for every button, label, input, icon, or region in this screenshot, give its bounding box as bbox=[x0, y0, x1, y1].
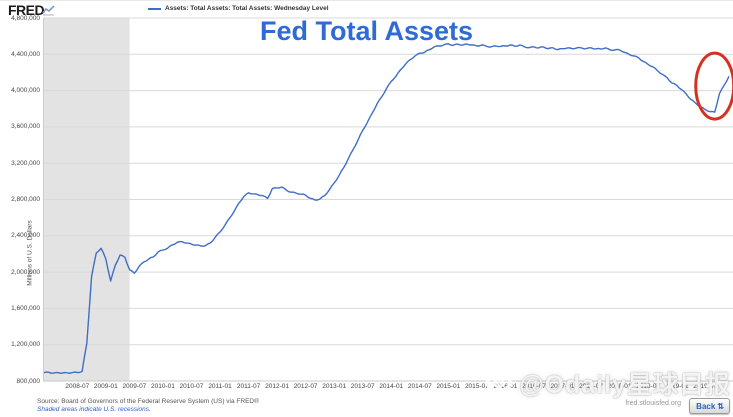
y-axis-tick-label: 3,200,000 bbox=[11, 159, 40, 167]
x-axis-tick-label: 2017-01 bbox=[550, 383, 575, 390]
y-axis-tick-label: 2,800,000 bbox=[11, 196, 40, 203]
x-axis-tick-label: 2016-07 bbox=[522, 383, 546, 390]
fred-logo: FRED bbox=[8, 2, 45, 18]
total-assets-line bbox=[43, 43, 730, 374]
x-axis-tick-label: 2008-07 bbox=[65, 383, 90, 390]
legend-series-label: Assets: Total Assets: Total Assets: Wedn… bbox=[165, 5, 329, 12]
y-axis-tick-label: 4,400,000 bbox=[11, 50, 40, 58]
x-axis-tick-label: 2009-07 bbox=[122, 383, 147, 390]
x-axis-tick-label: 2013-07 bbox=[350, 383, 375, 390]
back-button-label: Back bbox=[696, 401, 716, 411]
x-axis-tick-label: 2014-01 bbox=[379, 383, 404, 390]
recession-shading-note: Shaded areas indicate U.S. recessions. bbox=[37, 406, 151, 413]
legend: Assets: Total Assets: Total Assets: Wedn… bbox=[148, 5, 329, 12]
y-axis-tick-label: 2,000,000 bbox=[11, 268, 40, 276]
x-axis-tick-label: 2015-07 bbox=[464, 383, 489, 390]
x-axis-tick-label: 2017-07 bbox=[579, 383, 603, 390]
x-axis-tick-label: 2009-01 bbox=[93, 383, 118, 390]
y-axis-tick-label: 3,600,000 bbox=[11, 123, 40, 131]
annotation-circle bbox=[694, 51, 733, 121]
back-button[interactable]: Back ⇅ bbox=[689, 398, 730, 414]
x-axis-tick-label: 2018-07 bbox=[636, 383, 661, 390]
x-axis-tick-label: 2016-01 bbox=[493, 383, 518, 390]
x-axis-tick-label: 2010-01 bbox=[150, 383, 175, 390]
fred-site-url: fred.stlouisfed.org bbox=[625, 400, 681, 407]
up-down-arrows-icon: ⇅ bbox=[717, 401, 724, 411]
chart-title: Fed Total Assets bbox=[259, 16, 474, 46]
y-axis-title: Millions of U.S. Dollars bbox=[26, 220, 34, 286]
y-axis-tick-label: 4,000,000 bbox=[11, 87, 40, 95]
source-attribution: Source: Board of Governors of the Federa… bbox=[37, 398, 259, 405]
y-axis-tick-label: 1,200,000 bbox=[11, 341, 40, 349]
x-axis-tick-label: 2019-07 bbox=[693, 383, 718, 390]
fred-logo-chart-icon bbox=[42, 5, 55, 16]
y-axis-tick-label: 1,600,000 bbox=[11, 304, 40, 312]
x-axis-tick-label: 2013-01 bbox=[322, 383, 347, 390]
x-axis-tick-label: 2015-01 bbox=[436, 383, 461, 390]
x-axis-tick-label: 2012-01 bbox=[265, 383, 290, 390]
y-axis-tick-label: 2,400,000 bbox=[11, 232, 40, 240]
y-axis-tick-label: 4,800,000 bbox=[11, 14, 40, 22]
x-axis-tick-label: 2012-07 bbox=[293, 383, 318, 390]
x-axis-tick-label: 2019-01 bbox=[664, 383, 689, 390]
x-axis-tick-label: 2011-07 bbox=[236, 383, 261, 390]
x-axis-tick-label: 2011-01 bbox=[208, 383, 232, 390]
x-axis-tick-label: 2010-07 bbox=[179, 383, 204, 390]
legend-line-swatch bbox=[148, 7, 161, 10]
x-axis-tick-label: 2014-07 bbox=[407, 383, 432, 390]
y-axis-tick-label: 800,000 bbox=[16, 377, 41, 385]
x-axis-tick-label: 2018-01 bbox=[607, 383, 632, 390]
